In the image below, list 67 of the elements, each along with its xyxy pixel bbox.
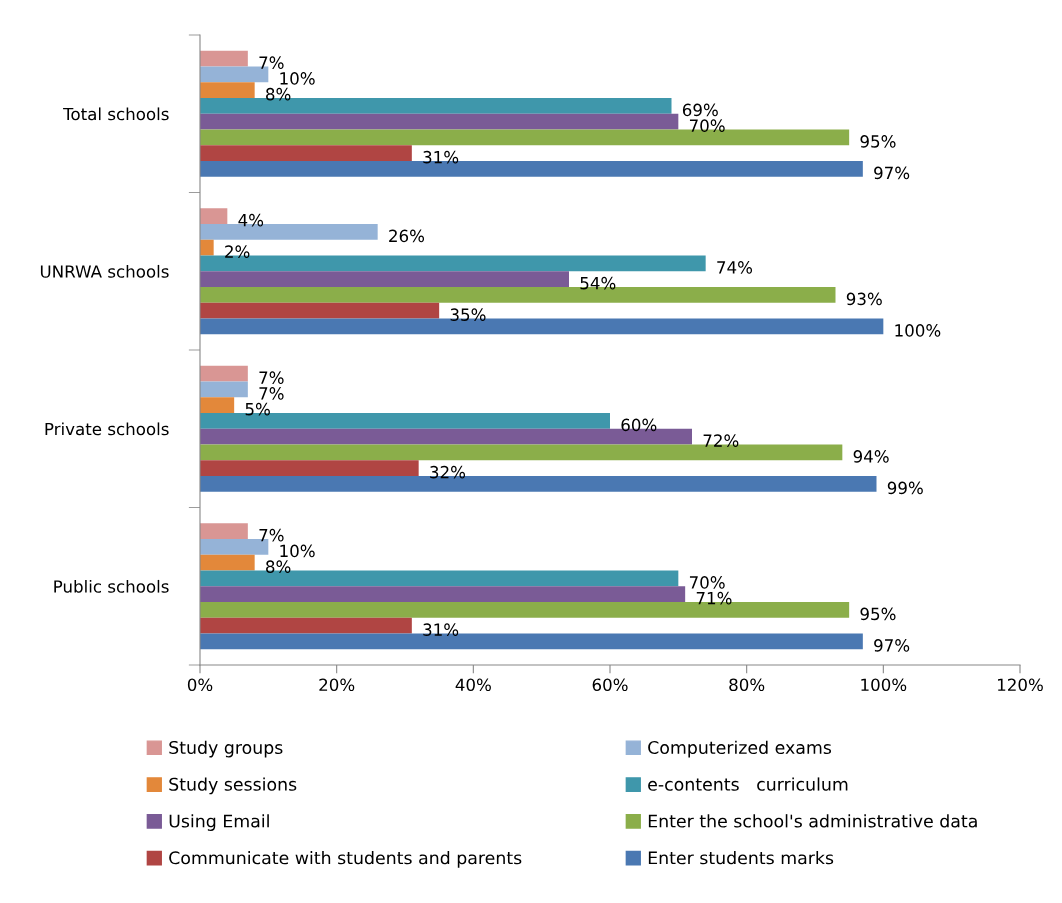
- data-label: 93%: [846, 292, 882, 306]
- x-tick-label: 100%: [861, 678, 907, 692]
- legend-label: Enter the school's administrative data: [648, 814, 977, 828]
- bar: [200, 617, 412, 634]
- bar: [200, 397, 235, 413]
- data-label: 71%: [696, 591, 732, 605]
- bar: [200, 365, 248, 382]
- bar: [200, 586, 686, 602]
- data-label: 94%: [853, 450, 889, 463]
- y-tick-label: Private schools: [45, 422, 169, 436]
- data-label: 54%: [580, 276, 616, 290]
- legend-label: Using Email: [169, 814, 269, 831]
- data-label: 70%: [689, 576, 725, 589]
- legend-label: Study sessions: [169, 777, 297, 795]
- x-tick-label: 40%: [455, 678, 491, 692]
- data-label: 2%: [225, 245, 250, 258]
- legend-label: Study groups: [169, 740, 283, 758]
- bar: [200, 145, 412, 161]
- x-tick-label: 0%: [187, 678, 213, 692]
- data-label: 97%: [874, 166, 910, 180]
- data-label: 31%: [423, 150, 459, 164]
- bar: [200, 381, 248, 398]
- x-tick-label: 80%: [729, 678, 765, 692]
- data-label: 97%: [874, 639, 910, 652]
- data-label: 7%: [259, 56, 284, 69]
- data-label: 7%: [259, 371, 284, 384]
- data-label: 32%: [430, 465, 466, 479]
- data-label: 35%: [450, 308, 486, 321]
- bar: [200, 554, 255, 571]
- data-label: 72%: [703, 434, 739, 447]
- data-label: 7%: [259, 387, 284, 400]
- legend-label: e-contents curriculum: [648, 777, 848, 791]
- bar: [200, 523, 248, 539]
- bar: [200, 460, 419, 476]
- data-label: 5%: [245, 402, 270, 416]
- bar: [200, 82, 255, 98]
- data-label: 74%: [717, 261, 753, 274]
- bar: [200, 271, 569, 287]
- data-label: 26%: [389, 229, 425, 243]
- legend-label: Communicate with students and parents: [169, 850, 522, 868]
- x-tick-label: 120%: [998, 678, 1043, 692]
- y-tick-label: Public schools: [54, 579, 169, 593]
- data-label: 10%: [280, 544, 315, 558]
- data-label: 8%: [266, 560, 291, 573]
- data-label: 60%: [621, 418, 657, 432]
- data-label: 4%: [238, 213, 264, 227]
- y-tick-label: UNRWA schools: [40, 264, 169, 278]
- data-label: 69%: [682, 103, 718, 117]
- data-label: 100%: [895, 324, 941, 337]
- data-label: 10%: [280, 72, 315, 85]
- data-label: 8%: [266, 87, 291, 101]
- bar: [200, 50, 248, 67]
- bar: [200, 239, 214, 256]
- bar: [200, 113, 679, 130]
- data-label: 70%: [689, 119, 725, 132]
- data-label: 99%: [887, 481, 923, 495]
- data-label: 95%: [860, 607, 896, 621]
- data-label: 7%: [259, 528, 284, 542]
- legend-label: Computerized exams: [648, 740, 832, 758]
- y-tick-label: Total schools: [63, 107, 169, 121]
- bar: [200, 302, 440, 319]
- bar: [200, 208, 228, 224]
- data-label: 95%: [860, 135, 896, 148]
- x-tick-label: 60%: [592, 678, 628, 692]
- legend-label: Enter students marks: [648, 850, 834, 865]
- x-tick-label: 20%: [319, 678, 355, 692]
- data-label: 31%: [423, 623, 459, 636]
